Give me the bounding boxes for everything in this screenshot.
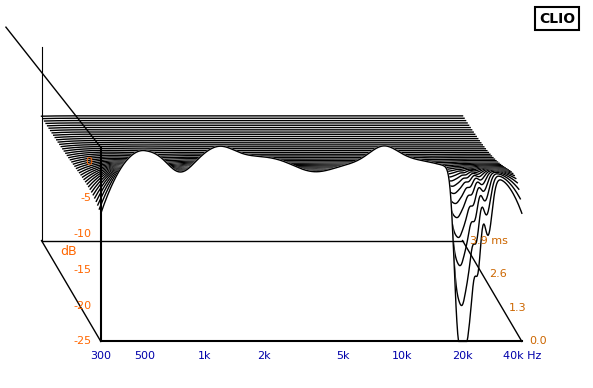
Polygon shape — [55, 136, 476, 267]
Polygon shape — [42, 116, 463, 244]
Text: 20k: 20k — [452, 351, 473, 361]
Text: 1.3: 1.3 — [509, 303, 527, 313]
Text: -5: -5 — [81, 193, 92, 203]
Polygon shape — [76, 161, 498, 304]
Polygon shape — [49, 128, 470, 257]
Polygon shape — [81, 164, 502, 312]
Text: CLIO: CLIO — [539, 12, 575, 26]
Text: 5k: 5k — [336, 351, 350, 361]
Polygon shape — [47, 125, 468, 255]
Polygon shape — [99, 151, 520, 343]
Text: dB: dB — [60, 245, 76, 258]
Text: 2.6: 2.6 — [489, 269, 507, 279]
Polygon shape — [85, 165, 506, 319]
Polygon shape — [79, 163, 500, 309]
Polygon shape — [46, 123, 467, 252]
Text: 1k: 1k — [197, 351, 211, 361]
Polygon shape — [43, 118, 464, 247]
Polygon shape — [93, 162, 514, 332]
Text: 10k: 10k — [393, 351, 413, 361]
Text: -15: -15 — [74, 265, 92, 275]
Polygon shape — [66, 150, 487, 286]
Polygon shape — [69, 154, 490, 291]
Polygon shape — [44, 121, 466, 249]
Text: 3.9 ms: 3.9 ms — [470, 236, 508, 246]
Text: 2k: 2k — [257, 351, 271, 361]
Polygon shape — [75, 160, 496, 301]
Polygon shape — [95, 160, 516, 335]
Polygon shape — [63, 147, 484, 281]
Text: -25: -25 — [74, 336, 92, 346]
Polygon shape — [50, 130, 471, 260]
Polygon shape — [90, 165, 511, 327]
Text: -20: -20 — [74, 301, 92, 310]
Polygon shape — [98, 155, 519, 340]
Text: 0: 0 — [85, 157, 92, 167]
Polygon shape — [74, 158, 495, 298]
Polygon shape — [68, 152, 489, 288]
Polygon shape — [57, 139, 478, 270]
Polygon shape — [101, 146, 522, 345]
Text: -10: -10 — [74, 229, 92, 239]
Text: 500: 500 — [134, 351, 155, 361]
Polygon shape — [64, 149, 485, 283]
Text: 0.0: 0.0 — [529, 336, 547, 346]
Polygon shape — [54, 134, 475, 265]
Text: 300: 300 — [90, 351, 111, 361]
Polygon shape — [92, 163, 513, 329]
Polygon shape — [96, 158, 517, 337]
Text: 40k Hz: 40k Hz — [503, 351, 541, 361]
Polygon shape — [72, 157, 493, 296]
Polygon shape — [82, 165, 503, 314]
Polygon shape — [71, 156, 492, 293]
Polygon shape — [52, 132, 473, 262]
Polygon shape — [88, 165, 509, 324]
Polygon shape — [84, 165, 505, 317]
Polygon shape — [61, 145, 482, 278]
Polygon shape — [58, 140, 479, 273]
Polygon shape — [60, 143, 481, 275]
Polygon shape — [78, 162, 499, 306]
Polygon shape — [87, 165, 508, 322]
